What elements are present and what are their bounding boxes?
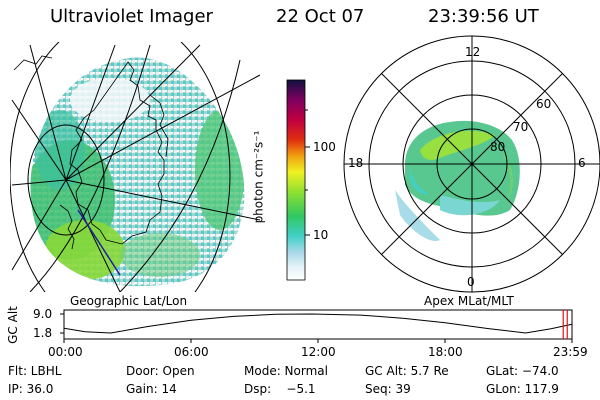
geographic-image [10,42,260,292]
mlt-label-12: 12 [465,45,481,59]
altitude-xtick-1: 06:00 [174,345,209,359]
apex-panel-label: Apex MLat/MLT [424,294,514,308]
status-dsp: Dsp: −5.1 [244,382,316,396]
x-ticks [63,339,573,343]
altitude-plot [60,309,573,343]
status-glat: GLat: −74.0 [486,364,559,378]
status-door: Door: Open [126,364,195,378]
altitude-curve [63,313,573,334]
altitude-xtick-2: 12:00 [301,345,336,359]
altitude-ytick-high: 9.0 [33,307,53,321]
colorbar-tick-10: 10 [313,228,329,242]
status-glon: GLon: 117.9 [486,382,559,396]
time-label: 23:39:56 UT [428,6,539,27]
status-ip: IP: 36.0 [8,382,54,396]
colorbar-unit-label: photon cm⁻²s⁻¹ [251,130,266,224]
color-bar [286,79,310,281]
polar-image [343,35,600,293]
lat-label-70: 70 [513,120,529,134]
lat-label-80: 80 [490,140,506,154]
colorbar-tick-100: 100 [313,140,336,154]
status-seq: Seq: 39 [365,382,411,396]
altitude-xtick-0: 00:00 [48,345,83,359]
status-mode: Mode: Normal [244,364,328,378]
current-time-marker [562,310,568,339]
altitude-xtick-3: 18:00 [428,345,463,359]
altitude-ylabel: GC Alt [5,306,20,344]
mlt-label-18: 18 [348,156,364,170]
lat-label-60: 60 [536,97,552,111]
geographic-panel-label: Geographic Lat/Lon [70,294,188,308]
mlt-label-0: 0 [467,275,475,289]
altitude-xtick-4: 23:59 [553,345,588,359]
date-label: 22 Oct 07 [276,6,365,27]
status-gc-alt: GC Alt: 5.7 Re [365,364,449,378]
status-flt: Flt: LBHL [8,364,62,378]
altitude-ytick-low: 1.8 [33,326,53,340]
app-title: Ultraviolet Imager [50,6,213,27]
status-gain: Gain: 14 [126,382,177,396]
mlt-label-6: 6 [578,156,586,170]
